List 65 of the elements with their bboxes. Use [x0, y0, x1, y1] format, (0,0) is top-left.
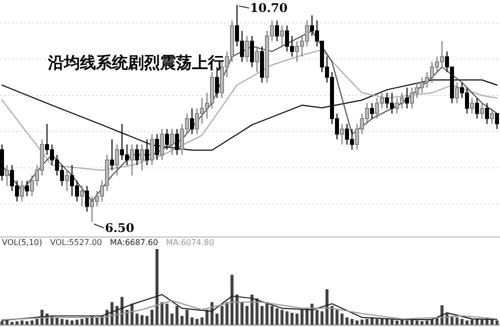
bar [160, 302, 164, 325]
bar [180, 316, 184, 325]
bar [420, 321, 424, 325]
annotation: 6.50 [105, 221, 134, 235]
bar [376, 318, 378, 325]
bar [60, 318, 64, 325]
bar [456, 317, 458, 325]
bar [220, 306, 224, 325]
bar [390, 320, 394, 325]
bar [150, 310, 154, 325]
bar [250, 294, 254, 325]
bar [136, 314, 138, 325]
bar [76, 320, 78, 325]
bar [326, 289, 328, 325]
bar [460, 318, 464, 325]
bar [320, 311, 324, 325]
bar [270, 306, 274, 325]
bar [366, 318, 368, 325]
bar [266, 302, 268, 325]
bar [216, 314, 218, 325]
bar [360, 320, 364, 325]
text: VOL:5527.00 [50, 238, 102, 247]
bar [286, 311, 288, 325]
bar [196, 318, 198, 325]
bar [80, 318, 84, 325]
bar [16, 321, 18, 325]
bar [190, 317, 194, 325]
bar [156, 249, 158, 325]
annotation: 10.70 [250, 1, 288, 15]
bar [340, 314, 344, 325]
bar [350, 318, 354, 325]
chart-title: VOL(5,10) [2, 238, 42, 247]
text: MA:6074.80 [166, 238, 214, 247]
bar [260, 306, 264, 325]
bar [300, 310, 304, 325]
bar [186, 310, 188, 325]
bar [200, 317, 204, 325]
bar [290, 312, 294, 325]
bar [166, 304, 168, 325]
bar [256, 298, 258, 325]
bar [296, 314, 298, 325]
bar [0, 321, 4, 325]
bar [66, 320, 68, 325]
text: 沿均线系统剧烈震荡上行 [47, 53, 224, 72]
bar [236, 294, 238, 325]
bar [36, 318, 38, 325]
bar [140, 315, 144, 325]
bar [120, 296, 124, 325]
bar [240, 302, 244, 325]
bar [26, 321, 28, 325]
bar [246, 306, 248, 325]
bar [336, 310, 338, 325]
bar [146, 316, 148, 325]
bar [276, 308, 278, 325]
bar [176, 306, 178, 325]
bar [480, 320, 484, 325]
bar [170, 314, 174, 325]
bar [230, 274, 234, 325]
bar [226, 302, 228, 325]
bar [280, 310, 284, 325]
bar [316, 310, 318, 325]
bar [330, 306, 334, 325]
bar [346, 317, 348, 325]
text: MA:6687.60 [110, 238, 158, 247]
bar [470, 320, 474, 325]
